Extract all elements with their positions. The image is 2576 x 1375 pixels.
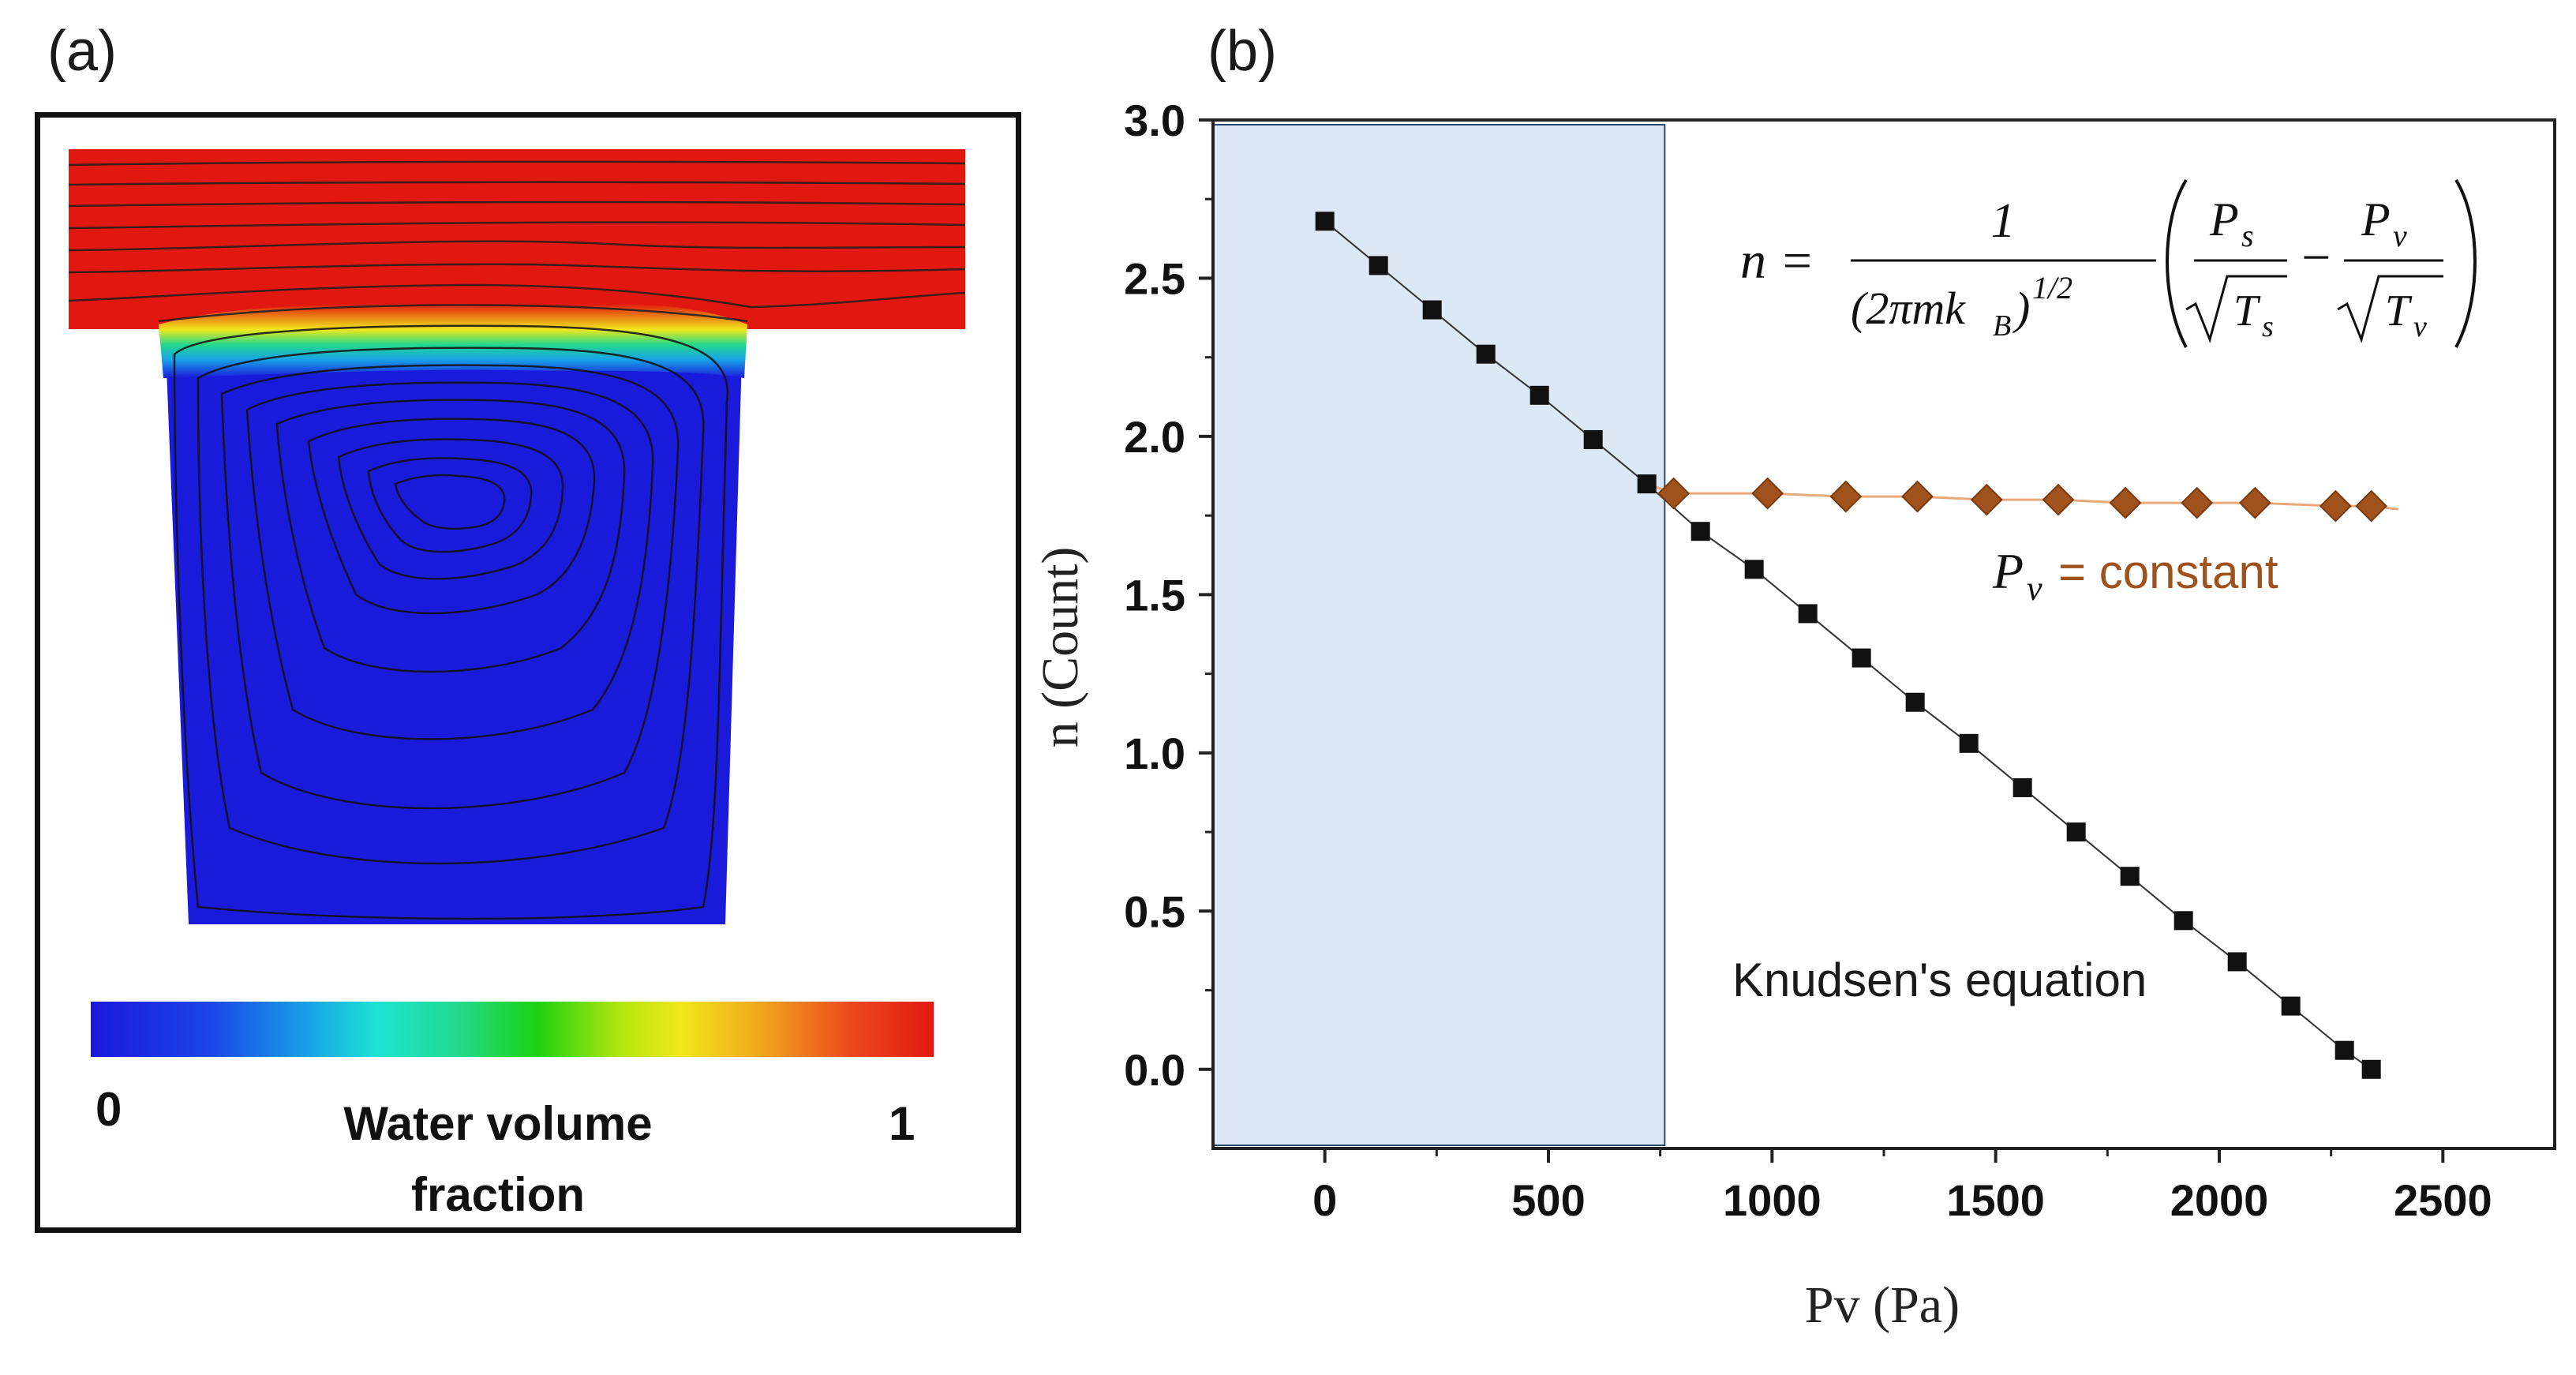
cavity-streamlines bbox=[173, 324, 729, 920]
eq-left-paren bbox=[2166, 178, 2188, 348]
constant-pv-point bbox=[1829, 480, 1863, 513]
knudsen-point bbox=[1637, 474, 1657, 494]
eq-right-paren bbox=[2454, 178, 2477, 348]
knudsen-point bbox=[2361, 1059, 2381, 1079]
constant-pv-point bbox=[1901, 480, 1934, 513]
panel-a-label: (a) bbox=[47, 20, 117, 83]
knudsen-point bbox=[1744, 560, 1764, 579]
eq-pv: P bbox=[2361, 193, 2391, 245]
y-tick-label: 2.0 bbox=[1124, 412, 1185, 462]
eq-exponent: 1/2 bbox=[2032, 270, 2072, 305]
y-tick-label: 1.0 bbox=[1124, 729, 1185, 778]
x-tick-label: 1500 bbox=[1946, 1175, 2045, 1225]
eq-ts: T bbox=[2233, 287, 2261, 335]
ticks-layer: 0 500 1000 1500 2000 2500 0.0 0.5 1.0 1.5 2.0 2.5 3.… bbox=[1124, 96, 2492, 1225]
colorbar-title-line2: fraction bbox=[410, 1168, 586, 1221]
knudsen-point bbox=[2174, 911, 2193, 931]
constant-pv-point bbox=[1751, 477, 1784, 510]
knudsen-point bbox=[2227, 952, 2247, 972]
eq-n: n = bbox=[1740, 232, 1814, 290]
x-tick-label: 500 bbox=[1511, 1175, 1585, 1225]
y-tick-label: 0.5 bbox=[1124, 886, 1185, 936]
shaded-region bbox=[1212, 124, 1666, 1146]
x-tick-label: 1000 bbox=[1723, 1175, 1822, 1225]
knudsen-point bbox=[1583, 429, 1603, 449]
knudsen-point bbox=[2120, 867, 2140, 886]
channel-region bbox=[69, 149, 965, 329]
eq-tv-sub: v bbox=[2413, 310, 2427, 343]
pv-symbol: P bbox=[1992, 543, 2024, 599]
plot-frame bbox=[1211, 118, 2556, 1150]
eq-minus: − bbox=[2298, 229, 2334, 287]
knudsen-point bbox=[1476, 344, 1496, 364]
knudsen-point bbox=[1422, 300, 1442, 320]
eq-kb-subscript: B bbox=[1993, 309, 2011, 343]
constant-pv-point bbox=[1970, 483, 2003, 516]
constant-pv-point bbox=[1657, 477, 1690, 510]
eq-ps: P bbox=[2209, 193, 2239, 245]
eq-ps-sub: s bbox=[2241, 218, 2254, 253]
colorbar-min-label: 0 bbox=[95, 1083, 122, 1136]
eq-sqrt-ts bbox=[2185, 275, 2287, 343]
fit-lines-layer bbox=[1324, 220, 2398, 1070]
y-tick-label: 2.5 bbox=[1124, 253, 1185, 303]
markers-layer bbox=[1315, 212, 2388, 1079]
knudsen-annotation: Knudsen's equation bbox=[1732, 954, 2147, 1006]
constant-pv-point bbox=[2238, 486, 2271, 519]
colorbar-title-line1: Water volume bbox=[343, 1097, 653, 1150]
knudsen-equation: n = 1 (2πmk B ) 1/2 P s T s − P v T v bbox=[1740, 178, 2477, 348]
x-tick-label: 2500 bbox=[2394, 1175, 2492, 1225]
x-tick-label: 2000 bbox=[2170, 1175, 2269, 1225]
flow-field-image bbox=[68, 149, 966, 924]
interface-band bbox=[159, 303, 747, 378]
colorbar bbox=[91, 1002, 934, 1057]
knudsen-point bbox=[2281, 996, 2301, 1016]
eq-tv: T bbox=[2385, 287, 2413, 335]
constant-pv-line bbox=[1646, 482, 2398, 511]
eq-denominator-close: ) bbox=[2012, 283, 2030, 334]
eq-pv-sub: v bbox=[2393, 218, 2407, 253]
knudsen-point bbox=[2012, 777, 2032, 797]
knudsen-point bbox=[1690, 522, 1710, 541]
knudsen-point bbox=[1368, 256, 1388, 275]
colorbar-max-label: 1 bbox=[889, 1097, 915, 1150]
pv-constant-text: = constant bbox=[2058, 545, 2278, 598]
x-axis-title: Pv (Pa) bbox=[1805, 1276, 1960, 1334]
knudsen-point bbox=[1959, 733, 1979, 753]
eq-denominator: (2πmk bbox=[1851, 283, 1966, 334]
channel-streamlines bbox=[68, 160, 966, 323]
pv-subscript: v bbox=[2027, 569, 2042, 608]
knudsen-point bbox=[1530, 385, 1549, 405]
knudsen-line bbox=[1324, 220, 2372, 1070]
y-tick-label: 3.0 bbox=[1124, 96, 1185, 145]
eq-ts-sub: s bbox=[2262, 310, 2274, 343]
constant-pv-point bbox=[2355, 489, 2388, 523]
knudsen-point bbox=[1905, 692, 1925, 712]
panel-b-label: (b) bbox=[1208, 20, 1277, 83]
knudsen-point bbox=[1315, 212, 1335, 231]
eq-numerator-one: 1 bbox=[1991, 194, 2016, 248]
eq-sqrt-tv bbox=[2337, 275, 2443, 343]
shaded-region-layer bbox=[1212, 124, 1666, 1146]
knudsen-point bbox=[1852, 648, 1871, 668]
y-axis-title: n (Count) bbox=[1032, 547, 1089, 748]
colorbar-title: Water volume fraction bbox=[222, 1088, 774, 1231]
knudsen-point bbox=[2066, 822, 2086, 842]
constant-pv-point bbox=[2319, 489, 2352, 523]
cavity-region bbox=[165, 329, 743, 924]
simulation-panel: 0 1 Water volume fraction bbox=[35, 112, 1021, 1233]
knudsen-point bbox=[2334, 1040, 2354, 1060]
y-tick-label: 1.5 bbox=[1124, 570, 1185, 620]
constant-pv-point bbox=[2181, 486, 2214, 519]
x-tick-label: 0 bbox=[1312, 1175, 1337, 1225]
constant-pv-point bbox=[2042, 483, 2075, 516]
constant-pv-point bbox=[2109, 486, 2142, 519]
y-tick-label: 0.0 bbox=[1124, 1045, 1185, 1095]
pv-constant-annotation: P v = constant bbox=[1992, 543, 2278, 608]
knudsen-point bbox=[1798, 604, 1818, 624]
